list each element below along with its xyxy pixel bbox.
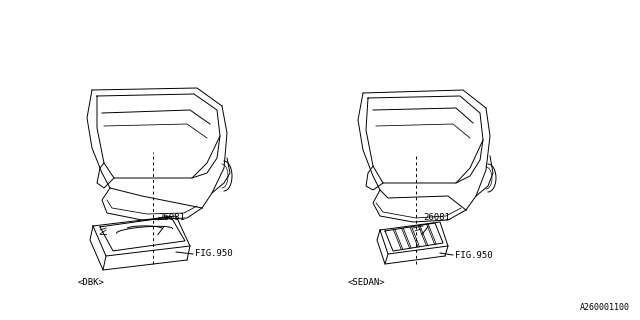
Text: FIG.950: FIG.950 (195, 250, 232, 259)
Text: 26081: 26081 (158, 213, 185, 222)
Text: 26081: 26081 (423, 213, 450, 222)
Text: <DBK>: <DBK> (78, 278, 105, 287)
Text: <SEDAN>: <SEDAN> (348, 278, 386, 287)
Text: A260001100: A260001100 (580, 303, 630, 312)
Text: FIG.950: FIG.950 (455, 251, 493, 260)
